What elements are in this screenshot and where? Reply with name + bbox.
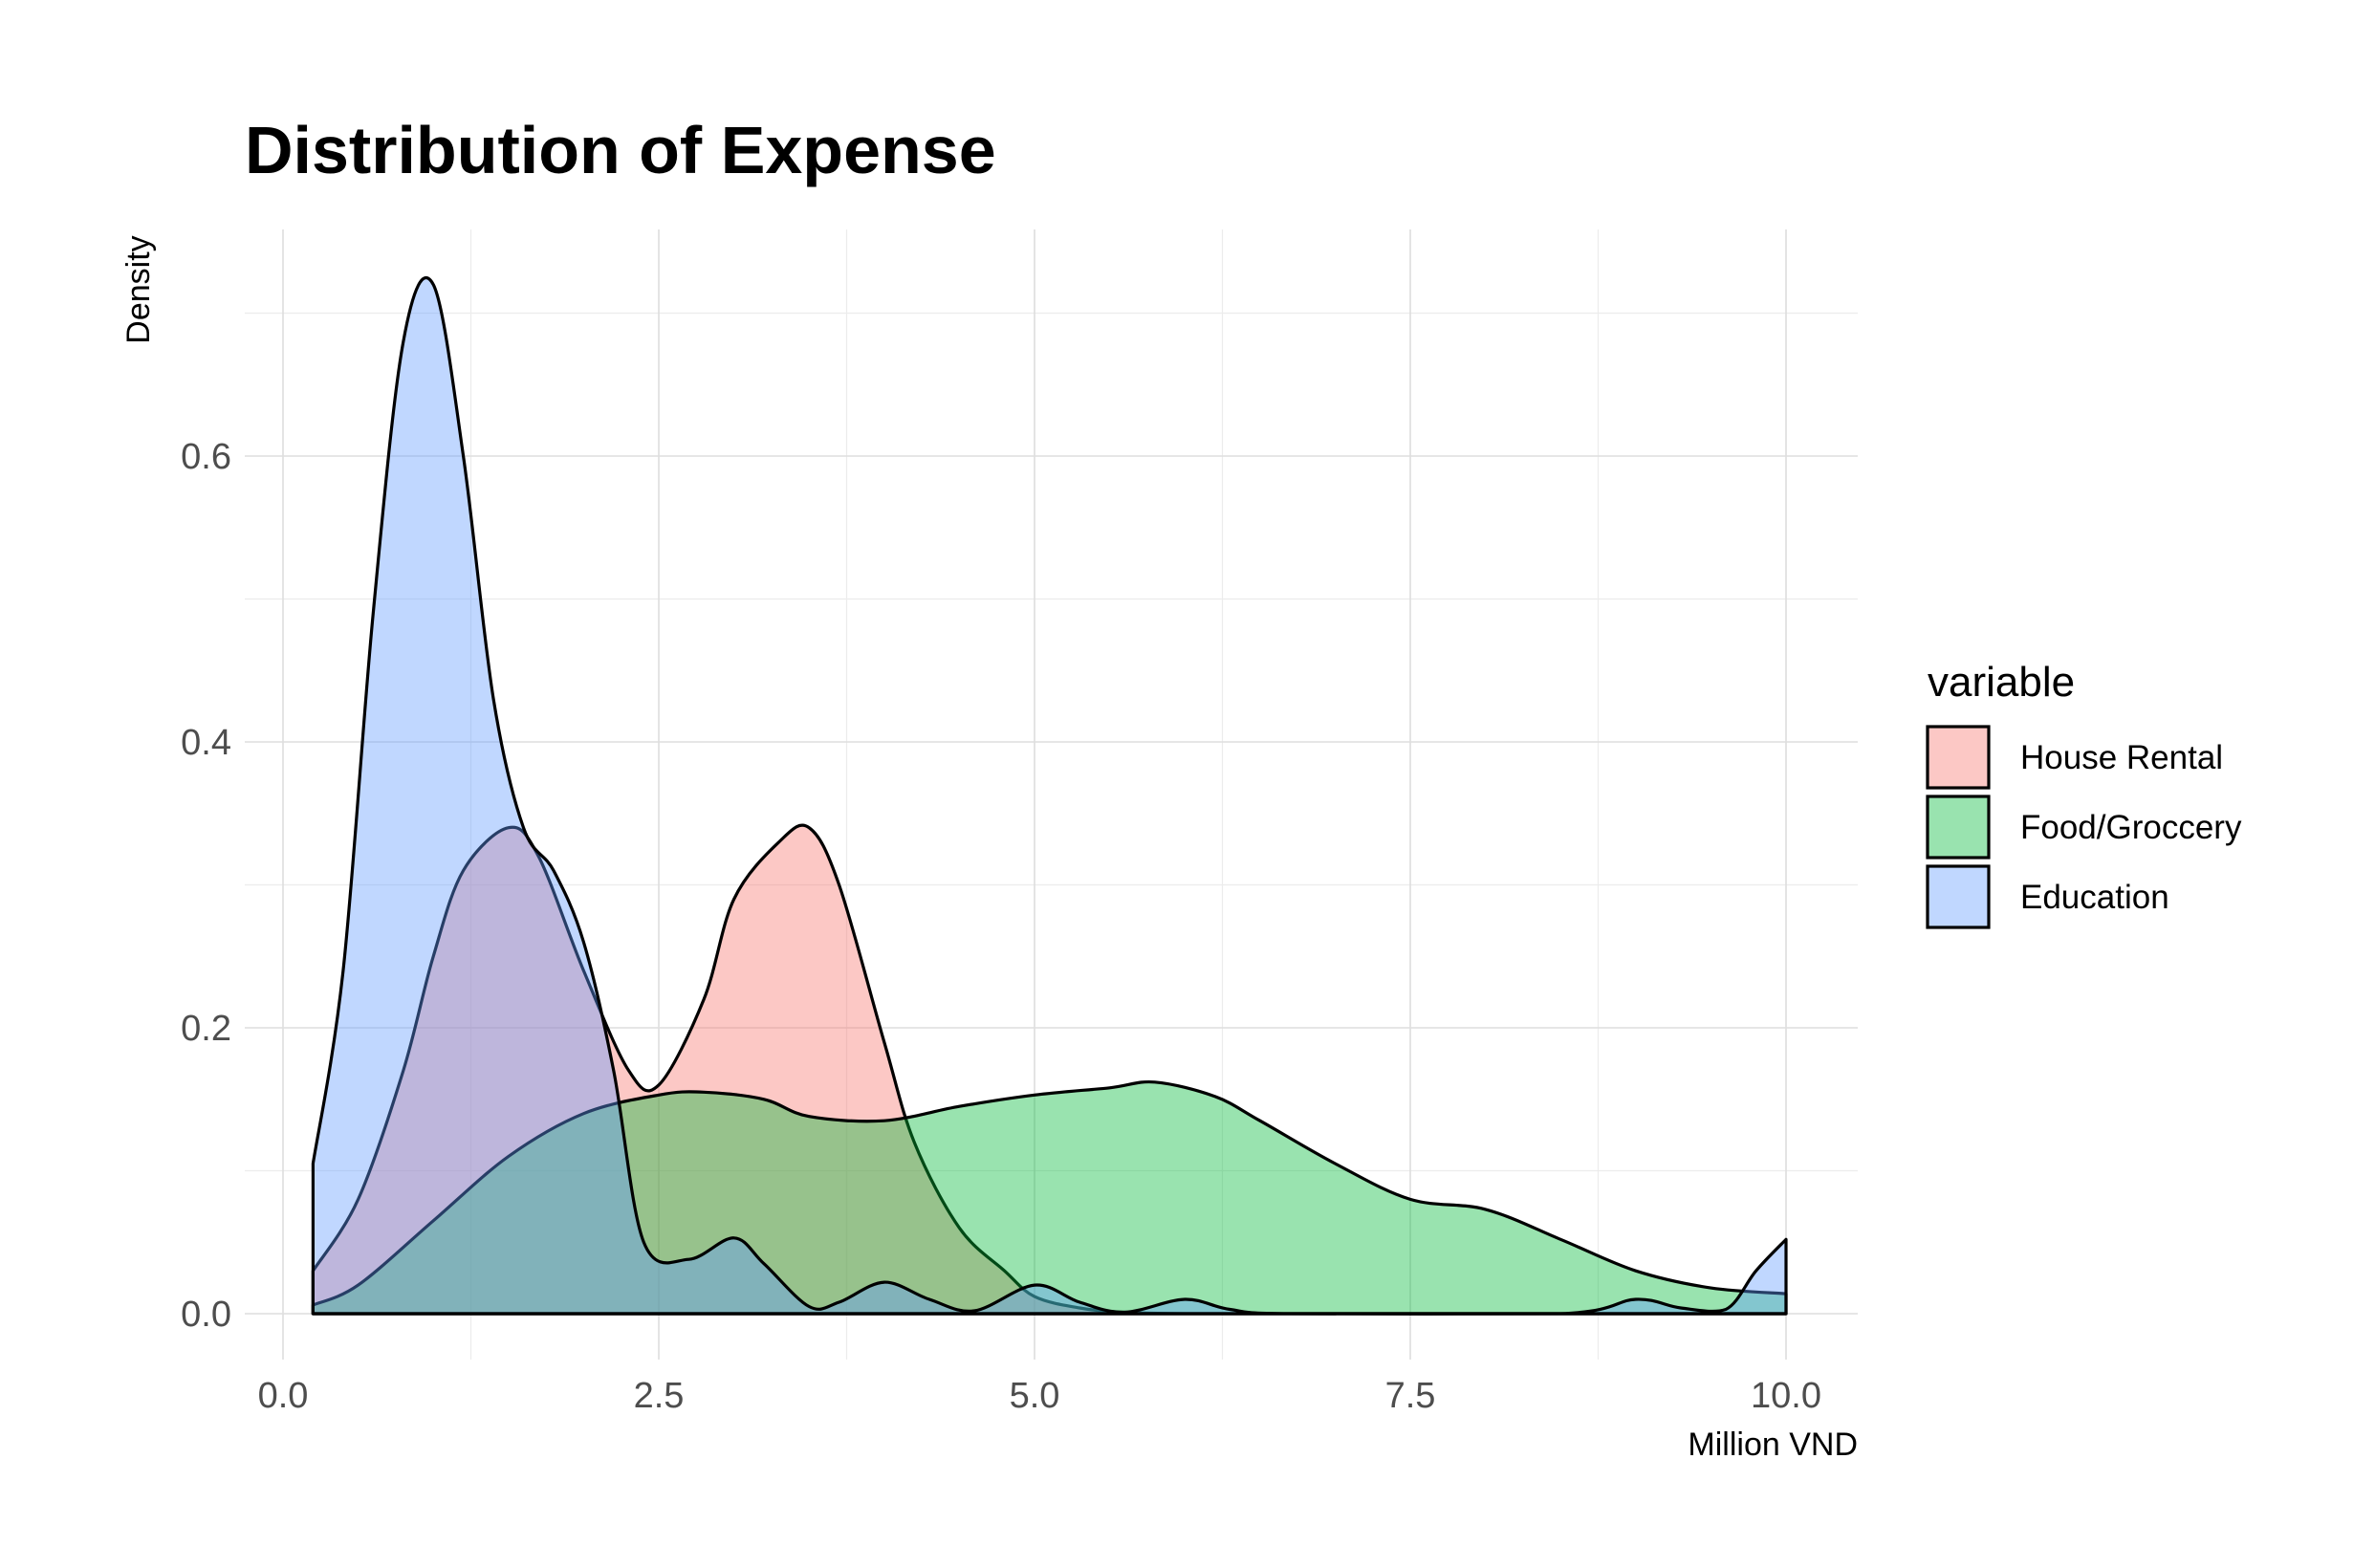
legend-key-bg [1928,866,1989,927]
legend-label-food-groccery: Food/Groccery [2020,809,2242,846]
density-areas [311,276,1788,1316]
legend-label-house-rental: House Rental [2020,739,2223,776]
x-tick-labels: 0.0 2.5 5.0 7.5 10.0 [258,1376,1821,1416]
y-tick-label: 0.6 [181,437,231,477]
y-tick-label: 0.4 [181,723,231,763]
y-axis-title: Density [120,235,157,343]
x-tick-label: 2.5 [634,1376,685,1416]
x-tick-label: 10.0 [1751,1376,1821,1416]
legend-label-education: Education [2020,879,2169,916]
legend-key-bg [1928,727,1989,788]
y-tick-label: 0.2 [181,1009,231,1049]
legend-key-education [1926,864,1991,929]
legend-title: variable [1928,659,2075,706]
legend: variable House Rental Food/Groccery Educat… [1926,659,2242,929]
x-axis-title: Million VND [1688,1426,1858,1463]
legend-key-food-groccery [1926,795,1991,860]
legend-key-bg [1928,796,1989,858]
chart-title: Distribution of Expense [245,113,996,187]
y-tick-label: 0.0 [181,1295,231,1335]
x-tick-label: 5.0 [1010,1376,1060,1416]
density-area-education [311,276,1788,1316]
legend-key-house-rental [1926,725,1991,790]
x-tick-label: 0.0 [258,1376,309,1416]
density-area-food-groccery [311,1079,1788,1316]
y-tick-labels: 0.0 0.2 0.4 0.6 [181,437,231,1335]
x-tick-label: 7.5 [1385,1376,1436,1416]
